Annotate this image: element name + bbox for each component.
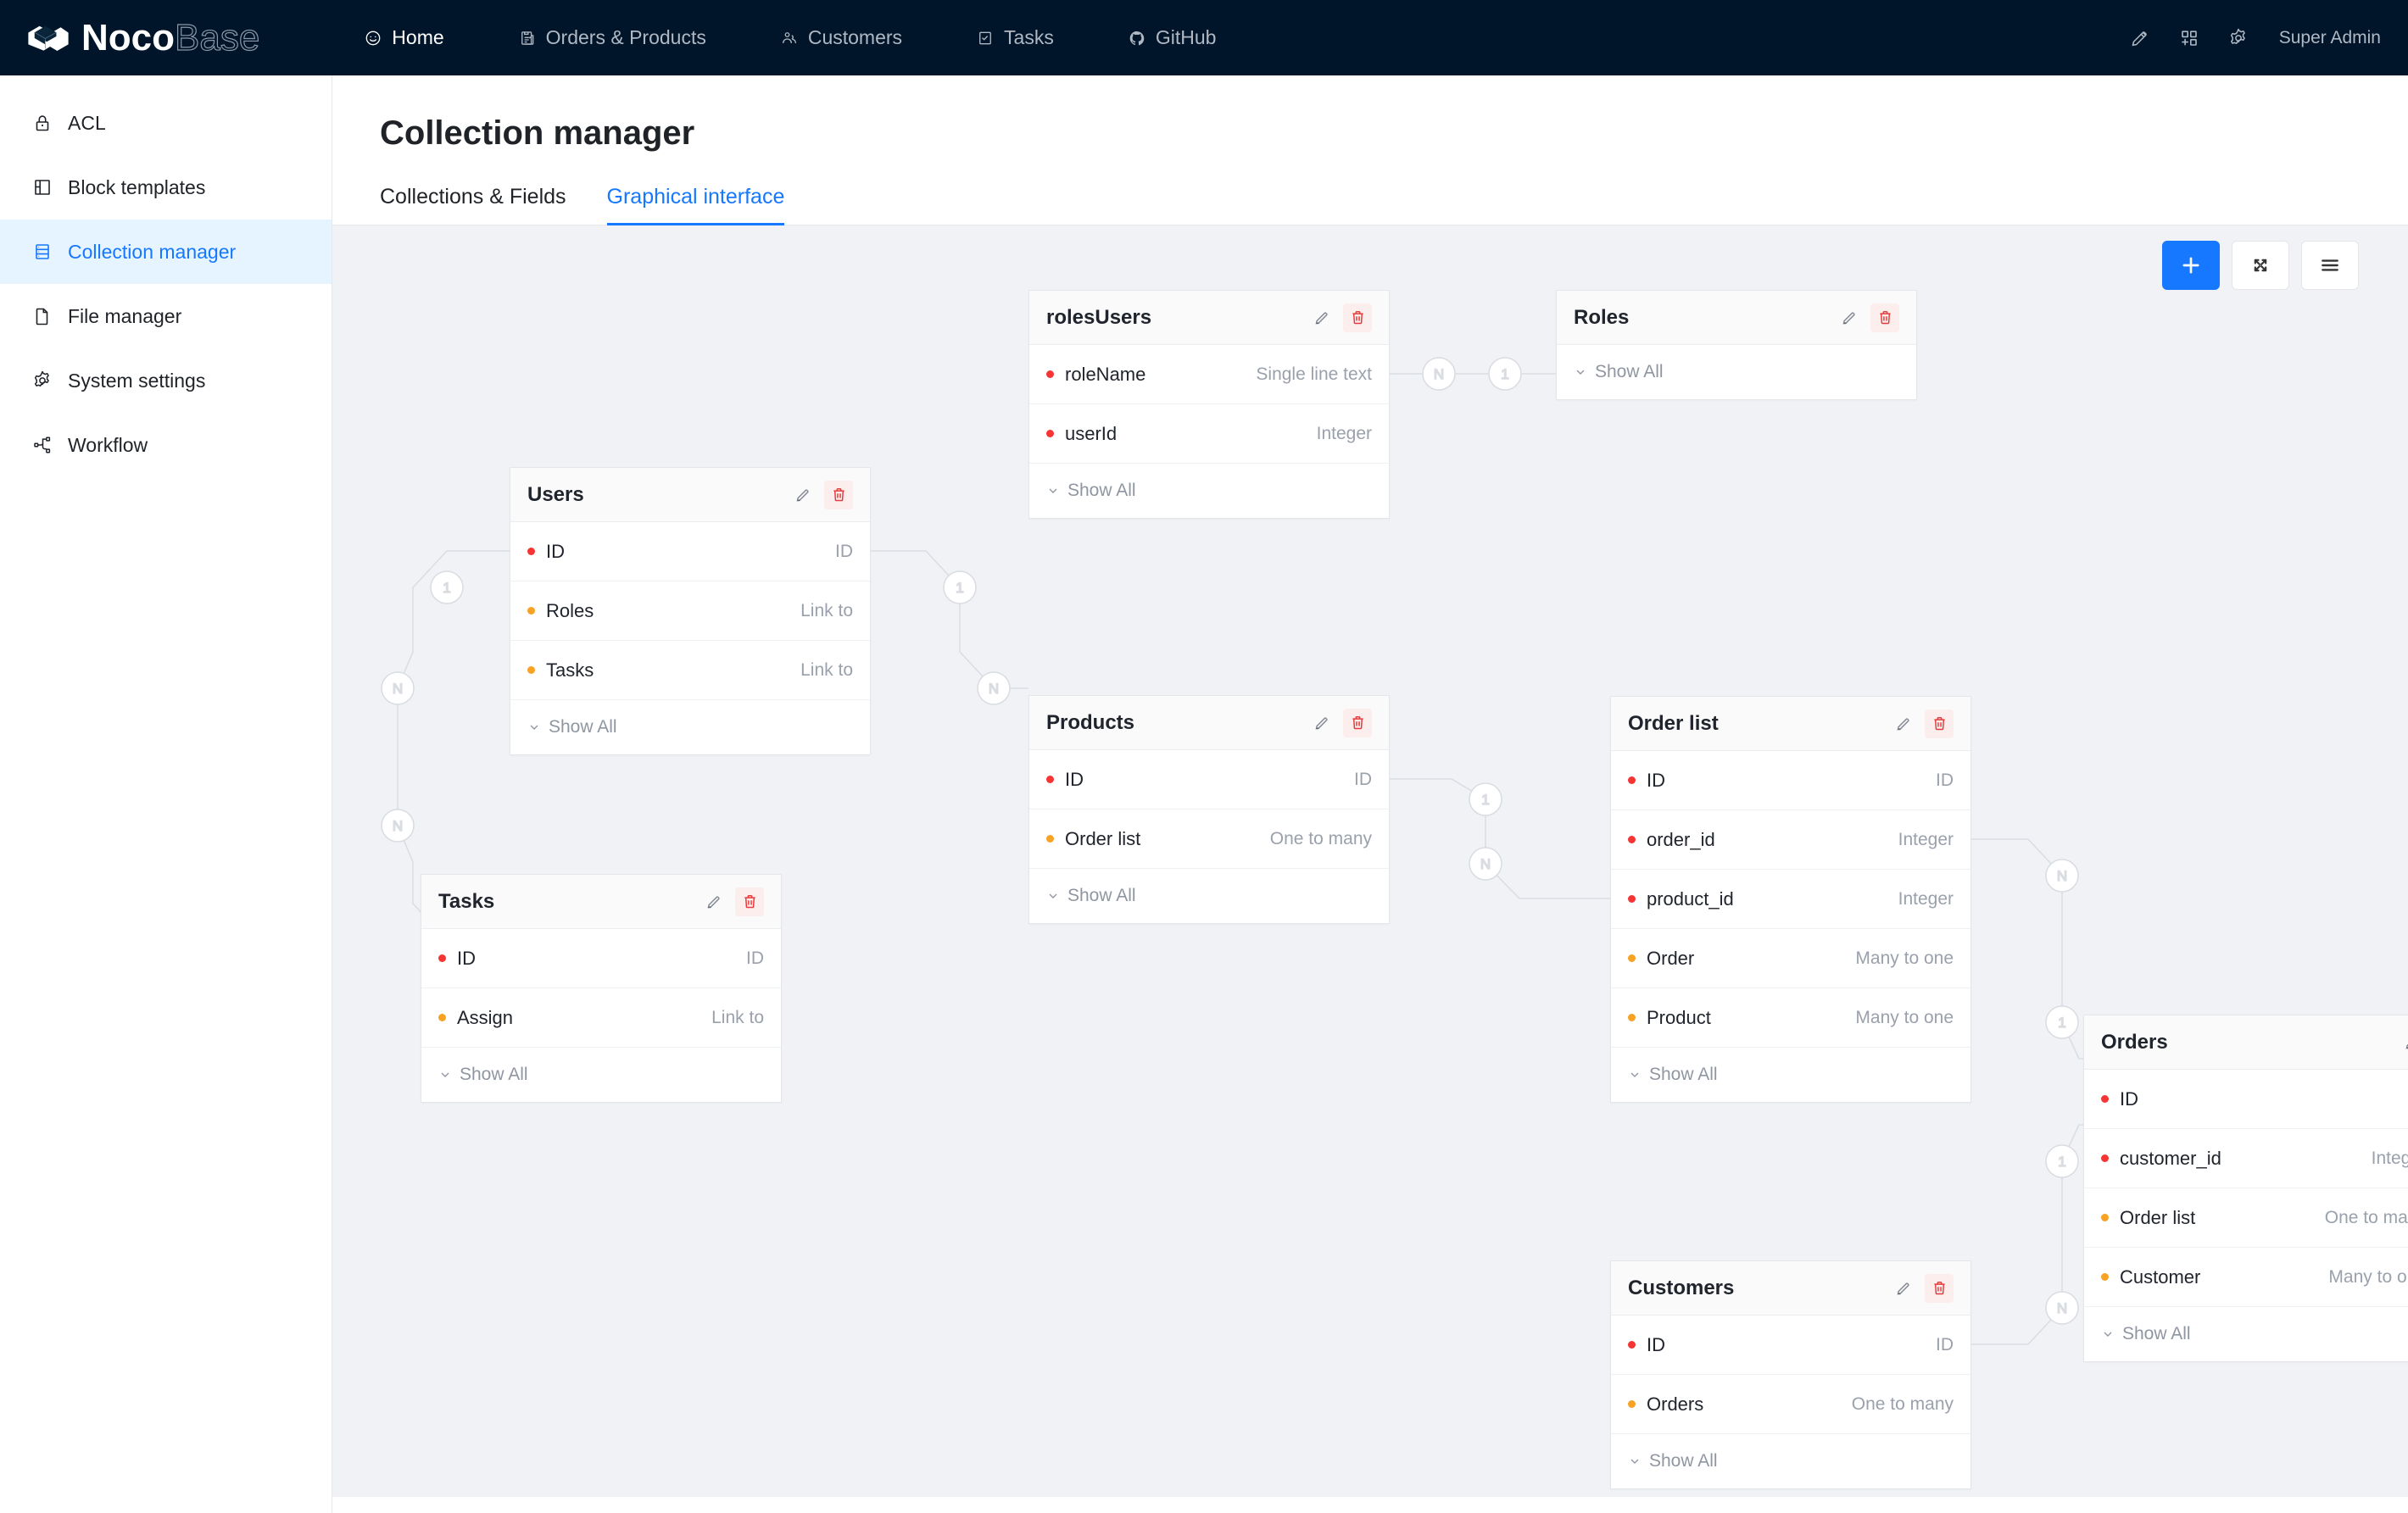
svg-text:N: N	[989, 681, 999, 697]
svg-text:N: N	[1434, 366, 1444, 382]
svg-text:N: N	[2057, 868, 2067, 884]
svg-text:1: 1	[443, 580, 450, 596]
svg-text:N: N	[2057, 1300, 2067, 1316]
svg-text:1: 1	[956, 580, 963, 596]
svg-text:N: N	[393, 818, 403, 834]
svg-text:N: N	[1480, 856, 1491, 872]
svg-text:1: 1	[1501, 366, 1508, 382]
svg-text:1: 1	[2058, 1154, 2065, 1170]
svg-text:1: 1	[2058, 1015, 2065, 1031]
svg-text:N: N	[393, 681, 403, 697]
svg-text:1: 1	[1481, 792, 1489, 808]
